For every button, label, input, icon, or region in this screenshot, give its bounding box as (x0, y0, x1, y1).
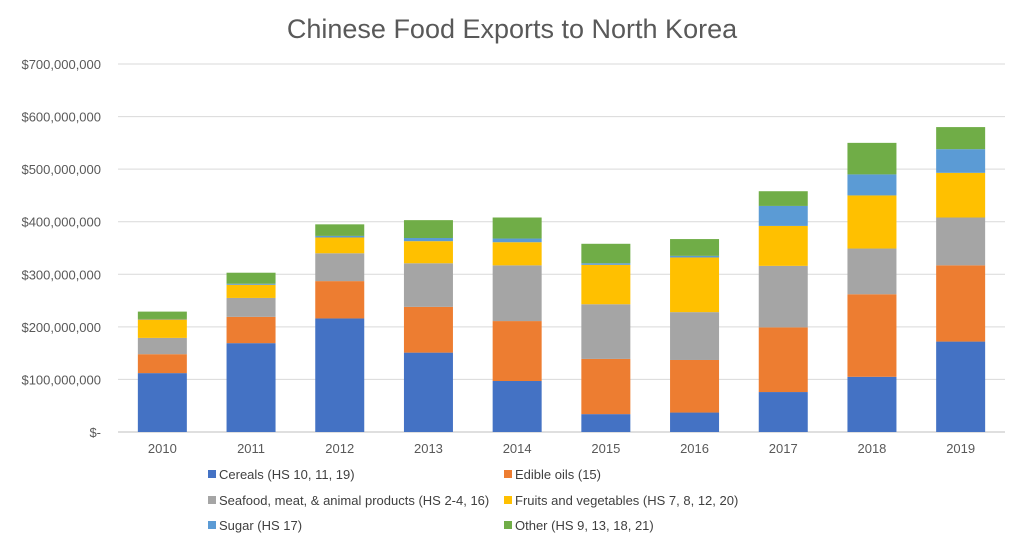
x-tick-label: 2012 (325, 441, 354, 456)
bar-segment-2013-series-3 (403, 241, 453, 264)
bar-segment-2019-series-0 (936, 341, 986, 432)
bar-segment-2017-series-1 (758, 327, 808, 393)
bar-segment-2013-series-5 (403, 220, 453, 239)
bar-segment-2018-series-2 (847, 248, 897, 295)
y-axis-ticks: $- $100,000,000 $200,000,000 $300,000,000 $4… (21, 57, 101, 440)
x-tick-label: 2018 (857, 441, 886, 456)
x-tick-label: 2011 (237, 441, 265, 456)
y-tick-label: $400,000,000 (21, 215, 101, 230)
bar-segment-2017-series-2 (758, 265, 808, 328)
x-tick-label: 2016 (680, 441, 709, 456)
bar-segment-2010-series-2 (137, 337, 187, 355)
bar-segment-2012-series-0 (315, 318, 365, 432)
bar-segment-2010-series-3 (137, 319, 187, 338)
bar-segment-2018-series-4 (847, 174, 897, 196)
bar-segment-2015-series-5 (581, 243, 631, 264)
bar-segment-2019-series-2 (936, 217, 986, 266)
bar-segment-2016-series-2 (670, 312, 720, 360)
x-tick-label: 2017 (769, 441, 798, 456)
bar-segment-2015-series-2 (581, 304, 631, 359)
bar-segment-2015-series-3 (581, 264, 631, 305)
x-tick-label: 2013 (414, 441, 443, 456)
bar-segment-2011-series-5 (226, 272, 276, 284)
y-tick-label: $- (89, 425, 101, 440)
chart-title: Chinese Food Exports to North Korea (287, 14, 738, 44)
bar-segment-2010-series-5 (137, 311, 187, 319)
bar-segment-2015-series-4 (581, 263, 631, 265)
bar-segment-2012-series-2 (315, 253, 365, 282)
bar-segment-2018-series-0 (847, 376, 897, 432)
bar-segment-2019-series-4 (936, 149, 986, 173)
bar-segment-2013-series-2 (403, 263, 453, 307)
y-tick-label: $100,000,000 (21, 372, 101, 387)
legend-swatch (208, 496, 216, 504)
bar-segment-2014-series-0 (492, 381, 542, 432)
bar-segment-2011-series-2 (226, 297, 276, 317)
bar-segment-2012-series-1 (315, 281, 365, 319)
legend-swatch (504, 470, 512, 478)
bar-segment-2012-series-3 (315, 237, 365, 254)
legend-label: Fruits and vegetables (HS 7, 8, 12, 20) (515, 493, 738, 508)
y-tick-label: $300,000,000 (21, 267, 101, 282)
bar-segment-2017-series-5 (758, 191, 808, 206)
legend-swatch (504, 521, 512, 529)
bar-segment-2013-series-0 (403, 352, 453, 432)
bars (137, 127, 986, 432)
legend-label: Seafood, meat, & animal products (HS 2-4… (219, 493, 489, 508)
bar-segment-2010-series-4 (137, 318, 187, 320)
legend-label: Edible oils (15) (515, 467, 601, 482)
bar-segment-2016-series-5 (670, 239, 720, 256)
bar-segment-2016-series-0 (670, 412, 720, 432)
y-tick-label: $200,000,000 (21, 320, 101, 335)
legend-label: Other (HS 9, 13, 18, 21) (515, 518, 654, 533)
bar-segment-2019-series-1 (936, 265, 986, 342)
bar-segment-2016-series-4 (670, 255, 720, 258)
bar-segment-2010-series-0 (137, 373, 187, 432)
bar-segment-2013-series-4 (403, 238, 453, 242)
x-axis-ticks: 2010 2011 2012 2013 2014 2015 2016 2017 2018 2019 (148, 441, 975, 456)
x-tick-label: 2014 (503, 441, 532, 456)
y-tick-label: $500,000,000 (21, 162, 101, 177)
bar-segment-2015-series-0 (581, 414, 631, 432)
legend-label: Cereals (HS 10, 11, 19) (219, 467, 355, 482)
bar-segment-2011-series-1 (226, 316, 276, 344)
legend-swatch (504, 496, 512, 504)
bar-segment-2018-series-5 (847, 142, 897, 175)
bar-segment-2013-series-1 (403, 306, 453, 353)
bar-segment-2017-series-4 (758, 205, 808, 226)
bar-segment-2019-series-3 (936, 172, 986, 218)
x-tick-label: 2010 (148, 441, 177, 456)
x-tick-label: 2019 (946, 441, 975, 456)
legend-swatch (208, 521, 216, 529)
bar-segment-2012-series-5 (315, 224, 365, 236)
x-tick-label: 2015 (591, 441, 620, 456)
bar-segment-2014-series-2 (492, 265, 542, 322)
bar-segment-2016-series-3 (670, 257, 720, 313)
bar-segment-2015-series-1 (581, 358, 631, 415)
y-tick-label: $600,000,000 (21, 110, 101, 125)
bar-segment-2014-series-4 (492, 238, 542, 243)
legend-label: Sugar (HS 17) (219, 518, 302, 533)
bar-segment-2016-series-1 (670, 359, 720, 413)
legend-swatch (208, 470, 216, 478)
bar-segment-2014-series-3 (492, 242, 542, 266)
bar-segment-2010-series-1 (137, 354, 187, 374)
bar-segment-2014-series-1 (492, 321, 542, 381)
y-tick-label: $700,000,000 (21, 57, 101, 72)
bar-segment-2014-series-5 (492, 217, 542, 239)
bar-segment-2018-series-1 (847, 294, 897, 377)
bar-segment-2017-series-0 (758, 392, 808, 432)
bar-segment-2019-series-5 (936, 127, 986, 150)
bar-segment-2018-series-3 (847, 195, 897, 249)
bar-segment-2017-series-3 (758, 225, 808, 266)
bar-segment-2011-series-4 (226, 283, 276, 285)
bar-segment-2011-series-3 (226, 284, 276, 298)
bar-segment-2012-series-4 (315, 235, 365, 238)
legend: Cereals (HS 10, 11, 19) Edible oils (15) S… (208, 467, 738, 533)
bar-segment-2011-series-0 (226, 343, 276, 432)
